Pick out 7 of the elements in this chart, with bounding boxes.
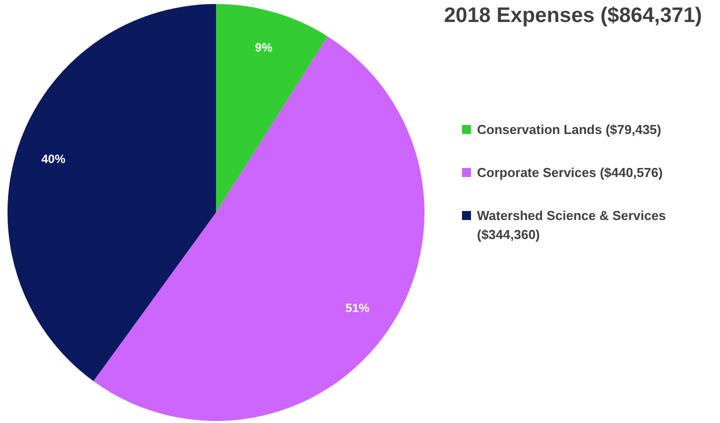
legend-label: Corporate Services ($440,576): [477, 164, 663, 182]
legend-label: Conservation Lands ($79,435): [477, 121, 662, 139]
data-label: 40%: [41, 152, 66, 166]
chart-title: 2018 Expenses ($864,371): [444, 4, 702, 28]
legend-label: Watershed Science & Services ($344,360): [477, 207, 667, 244]
data-label: 51%: [345, 300, 370, 315]
data-label: 9%: [255, 40, 273, 55]
